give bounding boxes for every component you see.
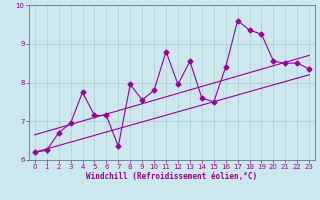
X-axis label: Windchill (Refroidissement éolien,°C): Windchill (Refroidissement éolien,°C) xyxy=(86,172,258,181)
